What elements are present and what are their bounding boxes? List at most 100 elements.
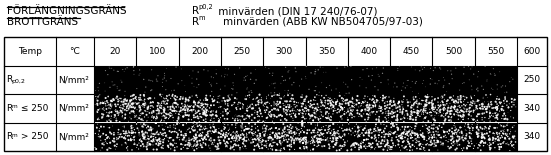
Point: [231, 126, 240, 129]
Point: [431, 106, 440, 109]
Point: [268, 95, 277, 97]
Point: [388, 109, 397, 111]
Point: [499, 132, 508, 135]
Point: [136, 135, 144, 137]
Point: [327, 107, 336, 109]
Point: [289, 98, 298, 101]
Point: [306, 103, 315, 105]
Point: [478, 112, 487, 115]
Point: [298, 123, 306, 125]
Point: [331, 139, 340, 142]
Point: [177, 68, 186, 70]
Point: [407, 134, 415, 137]
Point: [340, 106, 349, 109]
Point: [154, 108, 163, 111]
Point: [273, 100, 282, 103]
Point: [206, 119, 215, 122]
Point: [249, 113, 257, 116]
Point: [115, 113, 123, 115]
Point: [450, 140, 458, 143]
Point: [461, 137, 469, 140]
Point: [375, 146, 383, 148]
Point: [306, 142, 315, 145]
Point: [245, 125, 254, 127]
Point: [284, 89, 293, 92]
Point: [479, 135, 488, 138]
Point: [170, 142, 179, 144]
Point: [336, 120, 344, 123]
Point: [179, 137, 188, 140]
Point: [220, 136, 229, 138]
Point: [316, 129, 325, 131]
Point: [309, 148, 317, 151]
Point: [501, 137, 510, 139]
Point: [331, 107, 339, 110]
Point: [295, 109, 304, 112]
Point: [213, 101, 222, 103]
Point: [168, 110, 177, 112]
Point: [325, 84, 334, 87]
Point: [247, 125, 256, 128]
Point: [447, 120, 456, 122]
Point: [198, 102, 207, 104]
Point: [226, 141, 235, 143]
Point: [124, 120, 133, 122]
Point: [392, 136, 401, 138]
Point: [188, 111, 197, 113]
Point: [141, 135, 150, 138]
Point: [106, 117, 115, 120]
Point: [408, 114, 417, 117]
Point: [291, 126, 300, 128]
Point: [151, 119, 160, 122]
Bar: [4, 37, 547, 151]
Point: [129, 143, 138, 145]
Point: [433, 112, 442, 114]
Point: [350, 146, 359, 148]
Point: [474, 99, 483, 102]
Point: [144, 125, 153, 128]
Point: [221, 142, 230, 145]
Point: [402, 139, 411, 142]
Point: [343, 117, 352, 119]
Point: [95, 108, 104, 111]
Point: [271, 108, 280, 111]
Point: [192, 123, 201, 125]
Point: [198, 144, 207, 146]
Point: [293, 137, 302, 140]
Point: [210, 139, 219, 141]
Point: [342, 102, 350, 105]
Point: [501, 98, 510, 100]
Point: [367, 106, 376, 109]
Point: [498, 136, 507, 138]
Point: [479, 88, 488, 91]
Point: [483, 106, 492, 108]
Point: [170, 149, 179, 152]
Point: [418, 143, 427, 146]
Point: [144, 129, 153, 131]
Point: [262, 117, 271, 119]
Point: [195, 83, 203, 86]
Point: [429, 69, 438, 72]
Point: [182, 139, 191, 141]
Point: [429, 108, 438, 110]
Point: [478, 133, 487, 136]
Point: [175, 139, 184, 141]
Point: [248, 103, 257, 106]
Point: [201, 103, 210, 105]
Point: [372, 130, 381, 133]
Point: [451, 105, 460, 108]
Point: [114, 98, 122, 100]
Point: [95, 127, 104, 130]
Point: [233, 122, 241, 125]
Point: [425, 144, 434, 146]
Point: [271, 136, 279, 138]
Point: [224, 112, 233, 114]
Point: [96, 149, 105, 151]
Point: [301, 104, 310, 106]
Point: [207, 111, 215, 113]
Point: [113, 87, 122, 89]
Point: [477, 103, 486, 105]
Point: [333, 137, 342, 140]
Point: [257, 144, 266, 146]
Point: [349, 102, 358, 105]
